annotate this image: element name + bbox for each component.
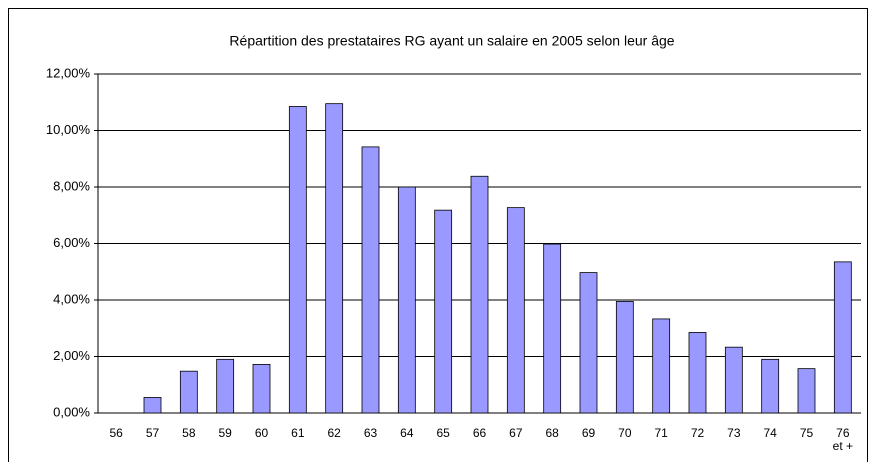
- bar: [470, 175, 489, 414]
- bar: [179, 370, 198, 414]
- bar: [143, 397, 162, 414]
- x-tick-label: 57: [145, 426, 160, 440]
- x-tick-label: 56: [109, 426, 123, 440]
- x-tick-label: 75: [799, 426, 814, 440]
- bar: [652, 318, 671, 414]
- bar: [543, 243, 562, 414]
- x-tick-label: 59: [218, 426, 232, 440]
- bar: [688, 332, 707, 414]
- x-tick-label: 76 et +: [832, 426, 853, 453]
- y-tick-label: 4,00%: [53, 291, 90, 306]
- bar: [833, 261, 852, 414]
- x-tick-label: 71: [654, 426, 668, 440]
- x-tick-label: 68: [545, 426, 559, 440]
- bar: [615, 301, 634, 414]
- x-tick-label: 72: [690, 426, 705, 440]
- y-tick-label: 0,00%: [53, 404, 90, 419]
- bar: [724, 346, 743, 414]
- y-tick-label: 10,00%: [46, 122, 91, 137]
- x-tick-label: 67: [509, 426, 523, 440]
- x-tick-label: 65: [436, 426, 450, 440]
- bar: [579, 272, 598, 414]
- x-tick-label: 73: [727, 426, 741, 440]
- bar: [506, 207, 525, 414]
- x-tick-label: 70: [618, 426, 632, 440]
- y-tick-label: 8,00%: [53, 178, 90, 193]
- chart-title: Répartition des prestataires RG ayant un…: [229, 33, 674, 49]
- bar: [288, 106, 307, 414]
- bar: [325, 103, 344, 414]
- y-tick-label: 12,00%: [46, 65, 91, 80]
- x-tick-label: 69: [581, 426, 596, 440]
- y-tick-label: 2,00%: [53, 348, 90, 363]
- x-tick-label: 60: [254, 426, 269, 440]
- x-tick-label: 62: [327, 426, 341, 440]
- bar: [216, 358, 235, 414]
- x-tick-label: 61: [291, 426, 305, 440]
- y-tick-label: 6,00%: [53, 235, 90, 250]
- bar: [252, 364, 271, 414]
- x-tick-label: 66: [472, 426, 487, 440]
- bar: [797, 368, 816, 414]
- x-tick-label: 74: [763, 426, 777, 440]
- x-tick-label: 58: [182, 426, 196, 440]
- x-tick-label: 64: [400, 426, 414, 440]
- bar: [434, 209, 453, 414]
- bar: [761, 358, 780, 414]
- bar: [361, 146, 380, 414]
- x-tick-label: 63: [363, 426, 378, 440]
- bar: [397, 186, 416, 414]
